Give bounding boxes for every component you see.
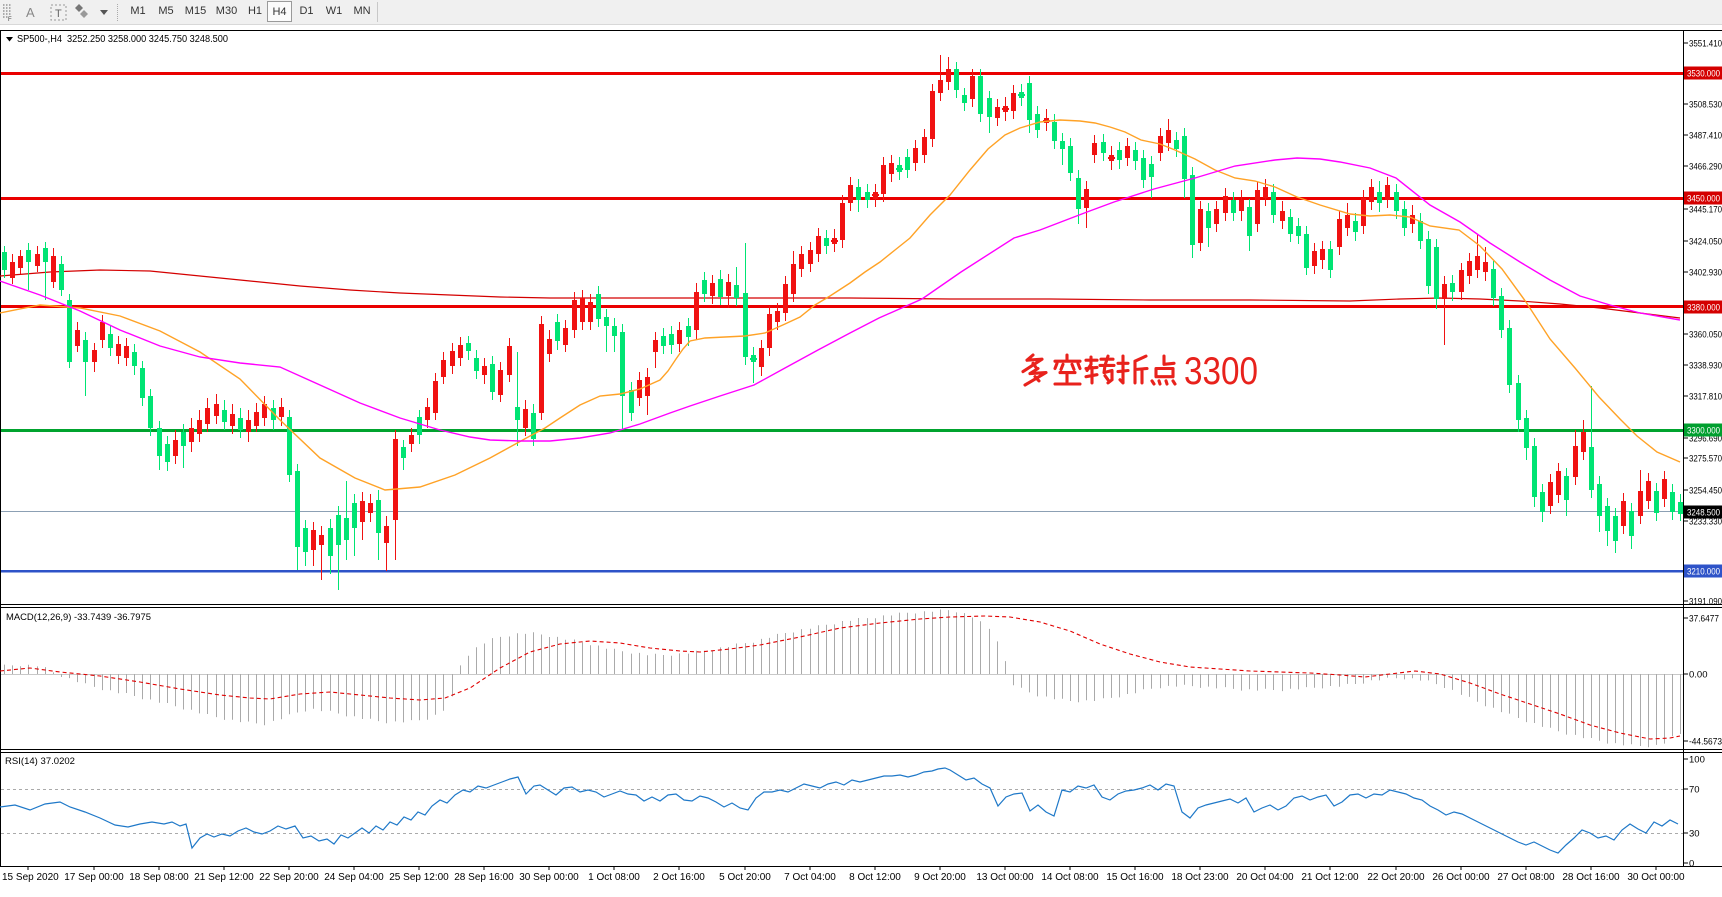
svg-text:3296.690: 3296.690 <box>1689 434 1722 445</box>
svg-text:3317.810: 3317.810 <box>1689 392 1722 403</box>
svg-text:0.00: 0.00 <box>1689 670 1708 681</box>
svg-text:3248.500: 3248.500 <box>1687 508 1720 519</box>
svg-text:3530.000: 3530.000 <box>1687 69 1720 80</box>
svg-text:70: 70 <box>1689 785 1700 796</box>
svg-text:21 Sep 12:00: 21 Sep 12:00 <box>194 872 254 883</box>
svg-text:1 Oct 08:00: 1 Oct 08:00 <box>588 872 640 883</box>
svg-text:3233.330: 3233.330 <box>1689 517 1722 528</box>
svg-text:13 Oct 00:00: 13 Oct 00:00 <box>976 872 1034 883</box>
svg-text:3191.090: 3191.090 <box>1689 597 1722 608</box>
svg-text:3551.410: 3551.410 <box>1689 39 1722 50</box>
svg-text:3338.930: 3338.930 <box>1689 361 1722 372</box>
svg-text:18 Oct 23:00: 18 Oct 23:00 <box>1171 872 1229 883</box>
svg-text:MACD(12,26,9) -33.7439 -36.797: MACD(12,26,9) -33.7439 -36.7975 <box>6 612 151 623</box>
svg-text:9 Oct 20:00: 9 Oct 20:00 <box>914 872 966 883</box>
svg-text:3380.000: 3380.000 <box>1687 303 1720 314</box>
svg-text:22 Sep 20:00: 22 Sep 20:00 <box>259 872 319 883</box>
svg-text:3210.000: 3210.000 <box>1687 567 1720 578</box>
svg-text:A: A <box>26 5 35 20</box>
svg-text:25 Sep 12:00: 25 Sep 12:00 <box>389 872 449 883</box>
svg-text:3466.290: 3466.290 <box>1689 162 1722 173</box>
svg-text:2 Oct 16:00: 2 Oct 16:00 <box>653 872 705 883</box>
svg-text:26 Oct 00:00: 26 Oct 00:00 <box>1432 872 1490 883</box>
svg-text:20 Oct 04:00: 20 Oct 04:00 <box>1236 872 1294 883</box>
svg-text:28 Oct 16:00: 28 Oct 16:00 <box>1562 872 1620 883</box>
svg-text:F: F <box>8 17 12 23</box>
svg-text:3487.410: 3487.410 <box>1689 131 1722 142</box>
svg-text:0: 0 <box>1689 859 1694 870</box>
svg-text:14 Oct 08:00: 14 Oct 08:00 <box>1041 872 1099 883</box>
svg-text:100: 100 <box>1689 755 1705 766</box>
svg-text:3450.000: 3450.000 <box>1687 194 1720 205</box>
svg-text:27 Oct 08:00: 27 Oct 08:00 <box>1497 872 1555 883</box>
svg-text:15 Sep 2020: 15 Sep 2020 <box>2 872 59 883</box>
svg-text:18 Sep 08:00: 18 Sep 08:00 <box>129 872 189 883</box>
svg-text:RSI(14) 37.0202: RSI(14) 37.0202 <box>5 756 75 767</box>
svg-text:-44.5673: -44.5673 <box>1689 737 1722 748</box>
svg-text:28 Sep 16:00: 28 Sep 16:00 <box>454 872 514 883</box>
svg-text:30 Oct 00:00: 30 Oct 00:00 <box>1627 872 1685 883</box>
svg-text:15 Oct 16:00: 15 Oct 16:00 <box>1106 872 1164 883</box>
svg-text:3254.450: 3254.450 <box>1689 486 1722 497</box>
svg-text:37.6477: 37.6477 <box>1689 614 1719 625</box>
svg-text:30 Sep 00:00: 30 Sep 00:00 <box>519 872 579 883</box>
svg-text:3300.000: 3300.000 <box>1687 426 1720 437</box>
svg-text:30: 30 <box>1689 829 1700 840</box>
svg-text:T: T <box>55 8 62 20</box>
svg-text:3424.050: 3424.050 <box>1689 237 1722 248</box>
svg-text:3508.530: 3508.530 <box>1689 100 1722 111</box>
svg-text:8 Oct 12:00: 8 Oct 12:00 <box>849 872 901 883</box>
svg-text:5 Oct 20:00: 5 Oct 20:00 <box>719 872 771 883</box>
svg-text:24 Sep 04:00: 24 Sep 04:00 <box>324 872 384 883</box>
svg-text:7 Oct 04:00: 7 Oct 04:00 <box>784 872 836 883</box>
svg-text:22 Oct 20:00: 22 Oct 20:00 <box>1367 872 1425 883</box>
svg-text:3402.930: 3402.930 <box>1689 268 1722 279</box>
svg-text:3360.050: 3360.050 <box>1689 330 1722 341</box>
svg-text:SP500-,H4 3252.250 3258.000 3: SP500-,H4 3252.250 3258.000 3245.750 324… <box>17 34 228 45</box>
svg-text:21 Oct 12:00: 21 Oct 12:00 <box>1301 872 1359 883</box>
svg-text:3445.170: 3445.170 <box>1689 205 1722 216</box>
svg-text:3275.570: 3275.570 <box>1689 454 1722 465</box>
svg-text:17 Sep 00:00: 17 Sep 00:00 <box>64 872 124 883</box>
svg-text:3300: 3300 <box>1184 350 1258 393</box>
